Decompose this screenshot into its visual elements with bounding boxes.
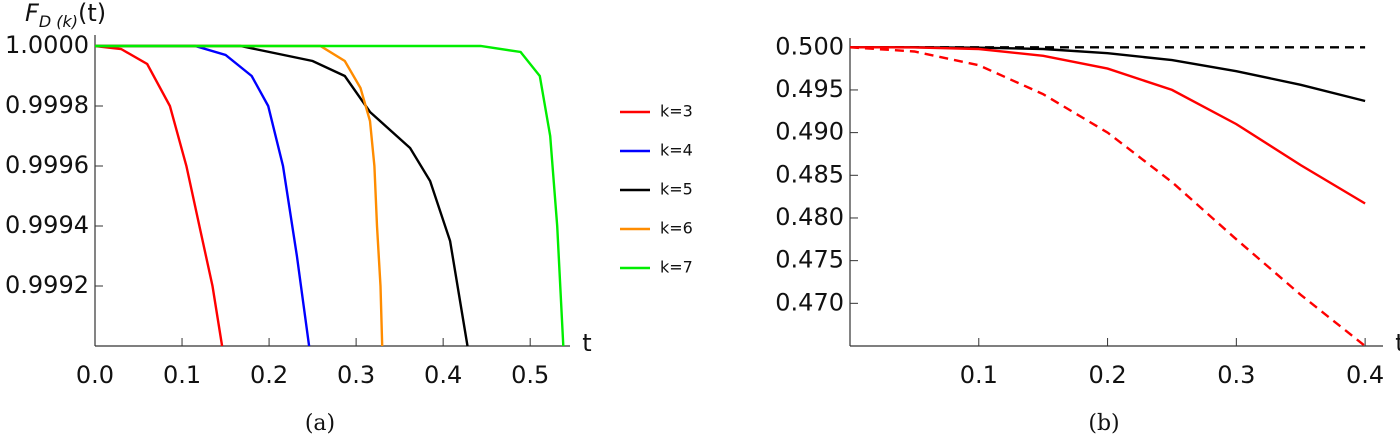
panel-label: (a) xyxy=(305,411,335,436)
x-tick-label: 0.2 xyxy=(1088,361,1126,389)
legend-label: k=5 xyxy=(660,180,693,199)
y-tick-label: 1.0000 xyxy=(5,31,89,59)
legend-label: k=6 xyxy=(660,219,693,238)
x-tick-label: 0.3 xyxy=(1217,361,1255,389)
y-axis-label: FD (k)(t) xyxy=(25,0,106,31)
x-tick-label: 0.1 xyxy=(960,361,998,389)
series-line xyxy=(95,44,384,347)
y-tick-label: 0.500 xyxy=(775,32,844,60)
x-axis-label: t xyxy=(1395,329,1400,357)
x-tick-label: 0.4 xyxy=(1346,361,1384,389)
y-tick-label: 0.9994 xyxy=(5,211,89,239)
legend-label: k=7 xyxy=(660,258,693,277)
series-line xyxy=(849,46,1366,205)
y-label-main: F xyxy=(25,0,40,27)
x-axis-label: t xyxy=(582,329,591,357)
y-tick-label: 0.9996 xyxy=(5,151,89,179)
y-tick-label: 0.9992 xyxy=(5,271,89,299)
series-line xyxy=(94,44,224,347)
y-label-arg: (t) xyxy=(78,0,106,27)
y-tick-label: 0.485 xyxy=(775,160,844,188)
series-line xyxy=(849,46,1366,347)
x-tick-label: 0.2 xyxy=(250,361,288,389)
x-tick-label: 0.4 xyxy=(424,361,462,389)
x-tick-label: 0.5 xyxy=(511,361,549,389)
y-tick-label: 0.495 xyxy=(775,75,844,103)
x-tick-label: 0.1 xyxy=(163,361,201,389)
y-tick-label: 0.475 xyxy=(775,246,844,274)
legend-label: k=3 xyxy=(660,102,693,121)
y-label-sub: D (k) xyxy=(39,12,78,31)
series-line xyxy=(95,44,469,347)
y-tick-label: 0.9998 xyxy=(5,91,89,119)
legend-label: k=4 xyxy=(660,141,693,160)
panel-label: (b) xyxy=(1088,411,1119,436)
series-line xyxy=(95,44,565,347)
y-tick-label: 0.490 xyxy=(775,118,844,146)
y-tick-label: 0.470 xyxy=(775,288,844,316)
series-line xyxy=(95,44,311,347)
x-tick-label: 0.3 xyxy=(337,361,375,389)
x-tick-label: 0.0 xyxy=(76,361,114,389)
y-tick-label: 0.480 xyxy=(775,203,844,231)
